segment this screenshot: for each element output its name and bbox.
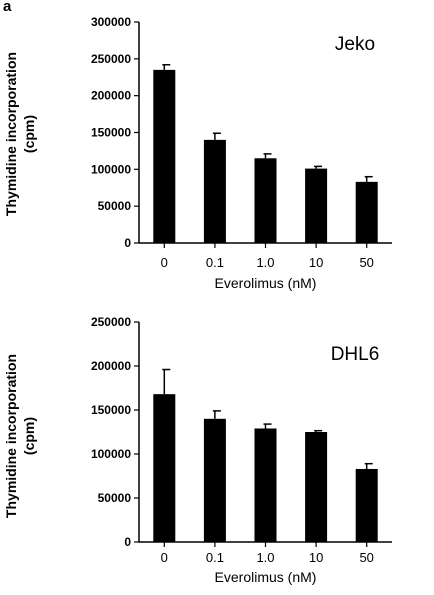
y-tick-label: 200000 xyxy=(91,359,131,373)
chart-annotation: Jeko xyxy=(335,34,375,55)
y-tick-label: 300000 xyxy=(91,15,131,29)
x-tick-label: 1.0 xyxy=(256,255,274,270)
bar xyxy=(203,139,226,243)
bar xyxy=(203,418,226,542)
bar xyxy=(254,428,277,542)
y-tick-label: 50000 xyxy=(98,491,132,505)
y-axis-label: Thymidine incorporation xyxy=(3,52,19,216)
bar xyxy=(355,181,378,243)
x-tick-label: 0.1 xyxy=(206,255,224,270)
bar xyxy=(254,158,277,243)
y-axis-label-unit: (cpm) xyxy=(21,417,37,455)
y-tick-label: 0 xyxy=(124,236,131,250)
chart-dhl6: 0 50000 100000 150000 200000 250000 0 0.1 1.0 10 5… xyxy=(3,315,392,585)
x-tick-label: 0.1 xyxy=(206,550,224,565)
y-tick-label: 150000 xyxy=(91,126,131,140)
y-tick-label: 200000 xyxy=(91,89,131,103)
x-axis-label: Everolimus (nM) xyxy=(215,275,317,291)
panel-label: a xyxy=(3,0,12,15)
y-tick-label: 250000 xyxy=(91,52,131,66)
x-tick-label: 50 xyxy=(359,255,373,270)
bar xyxy=(153,69,176,243)
chart-jeko: 0 50000 100000 150000 200000 250000 300000 0 0.1… xyxy=(3,15,392,291)
y-tick-label: 250000 xyxy=(91,315,131,329)
y-tick-label: 100000 xyxy=(91,162,131,176)
x-tick-label: 0 xyxy=(161,550,168,565)
x-tick-label: 10 xyxy=(309,550,323,565)
y-axis-label: Thymidine incorporation xyxy=(3,354,19,518)
y-axis-label-unit: (cpm) xyxy=(21,115,37,153)
x-tick-label: 10 xyxy=(309,255,323,270)
x-tick-label: 0 xyxy=(161,255,168,270)
bar xyxy=(153,394,176,542)
bar xyxy=(355,468,378,542)
y-tick-label: 50000 xyxy=(98,199,132,213)
y-tick-label: 150000 xyxy=(91,403,131,417)
x-axis-label: Everolimus (nM) xyxy=(215,569,317,585)
y-tick-label: 100000 xyxy=(91,447,131,461)
x-tick-label: 1.0 xyxy=(256,550,274,565)
bar xyxy=(305,168,328,243)
bar xyxy=(305,432,328,542)
y-tick-label: 0 xyxy=(124,535,131,549)
x-tick-label: 50 xyxy=(359,550,373,565)
chart-annotation: DHL6 xyxy=(331,344,380,365)
